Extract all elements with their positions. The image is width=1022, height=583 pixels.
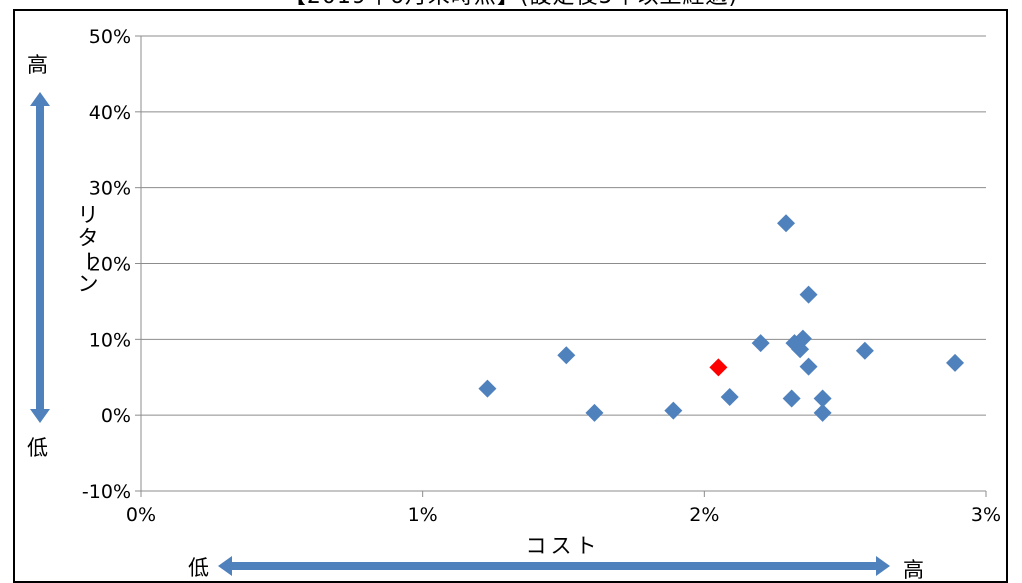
x-tick-label: 1%: [408, 504, 438, 526]
y-tick-label: -10%: [82, 481, 131, 503]
data-points: [478, 214, 965, 422]
x-high-label: 高: [903, 558, 924, 580]
y-tick-label: 10%: [89, 329, 131, 351]
tick-labels: 50%40%30%20%10%0%-10%0% 1% 2% 3%: [82, 26, 1001, 526]
data-point: [751, 334, 770, 353]
data-point: [664, 401, 683, 420]
x-axis-label: コスト: [526, 534, 601, 558]
x-direction-arrow: [218, 556, 890, 576]
chart-frame: [13, 9, 1008, 583]
x-double-arrow-shape: [218, 556, 890, 576]
data-point: [813, 403, 832, 422]
data-point: [946, 353, 965, 372]
y-tick-label: 30%: [89, 178, 131, 200]
data-point: [585, 403, 604, 422]
highlight-point: [709, 358, 728, 377]
chart-title: 【2019年6月末時点】(設定後5年以上経過): [0, 0, 1022, 10]
y-direction-arrow: [30, 92, 50, 423]
x-tick-label: 0%: [126, 504, 156, 526]
data-point: [799, 357, 818, 376]
grid-lines: [141, 35, 986, 416]
y-tick-label: 20%: [89, 254, 131, 276]
data-point: [799, 285, 818, 304]
data-point: [720, 387, 739, 406]
data-point: [855, 341, 874, 360]
data-point: [813, 389, 832, 408]
x-low-label: 低: [188, 556, 209, 580]
y-axis-label-char: リ: [78, 203, 99, 227]
data-point: [777, 214, 796, 233]
data-point: [782, 389, 801, 408]
y-low-label: 低: [27, 436, 48, 460]
x-tick-label: 2%: [689, 504, 719, 526]
y-axis-label-char: タ: [78, 226, 99, 250]
y-tick-label: 40%: [89, 102, 131, 124]
data-point: [557, 346, 576, 365]
x-tick-label: 3%: [971, 504, 1001, 526]
data-point: [793, 329, 812, 348]
y-axis-label-char: ー: [76, 251, 100, 272]
y-high-label: 高: [27, 53, 48, 77]
y-double-arrow-shape: [30, 92, 50, 423]
y-tick-label: 50%: [89, 26, 131, 48]
data-point: [478, 379, 497, 398]
y-tick-label: 0%: [101, 405, 131, 427]
axes: [135, 35, 987, 497]
y-axis-label-char: ン: [78, 272, 99, 296]
